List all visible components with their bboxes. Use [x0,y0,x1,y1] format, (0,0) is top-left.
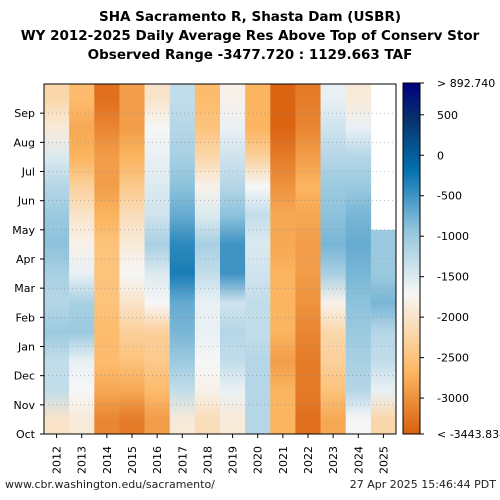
y-tick-label: Apr [16,253,36,266]
x-tick-label: 2013 [76,446,89,474]
y-tick-label: Aug [14,136,35,149]
y-tick-label: Nov [14,399,36,412]
x-tick-label: 2019 [227,446,240,474]
x-tick-label: 2023 [327,446,340,474]
heatmap-column-2013 [69,84,95,434]
x-tick-label: 2014 [101,446,114,474]
x-tick-label: 2018 [201,446,214,474]
heatmap-column-2025 [370,229,397,434]
y-tick-label: Feb [16,311,35,324]
colorbar [402,82,421,435]
colorbar-tick-label: -2500 [437,352,469,365]
colorbar-tick-label: -1500 [437,271,469,284]
y-tick-label: Dec [14,370,35,383]
colorbar-tick-label: 500 [437,109,458,122]
chart-title-line2: WY 2012-2025 Daily Average Res Above Top… [20,28,480,44]
x-tick-label: 2016 [151,446,164,474]
y-tick-label: May [12,224,35,237]
heatmap-column-2017 [169,84,196,434]
heatmap-column-2020 [245,84,271,434]
x-tick-label: 2015 [126,446,139,474]
heatmap-column-2021 [270,84,296,434]
y-tick-label: Jun [17,195,35,208]
y-tick-label: Jan [17,341,35,354]
x-tick-label: 2024 [352,446,365,474]
x-tick-label: 2017 [176,446,189,474]
x-tick-label: 2022 [302,446,315,474]
y-tick-label: Sep [14,107,35,120]
colorbar-min-label: < -3443.834 [437,428,500,441]
y-tick-label: Jul [21,166,35,179]
colorbar-tick-label: -1000 [437,230,469,243]
heatmap-column-2014 [94,84,120,434]
x-tick-label: 2012 [51,446,64,474]
y-tick-label: Oct [16,428,36,441]
x-tick-label: 2020 [252,446,265,474]
colorbar-tick-label: -500 [437,190,462,203]
x-tick-label: 2021 [277,446,290,474]
y-tick-label: Mar [14,282,35,295]
chart-title-line1: SHA Sacramento R, Shasta Dam (USBR) [98,9,402,25]
colorbar-tick-label: -3000 [437,392,469,405]
colorbar-max-label: > 892.740 [437,77,495,90]
footer-timestamp: 27 Apr 2025 15:46:44 PDT [349,478,496,491]
heatmap-column-2024 [345,84,372,434]
chart-title-line3: Observed Range -3477.720 : 1129.663 TAF [87,47,413,63]
colorbar-tick-label: -2000 [437,311,469,324]
footer-url: www.cbr.washington.edu/sacramento/ [5,478,215,491]
colorbar-tick-label: 0 [437,149,444,162]
x-tick-label: 2025 [377,446,390,474]
